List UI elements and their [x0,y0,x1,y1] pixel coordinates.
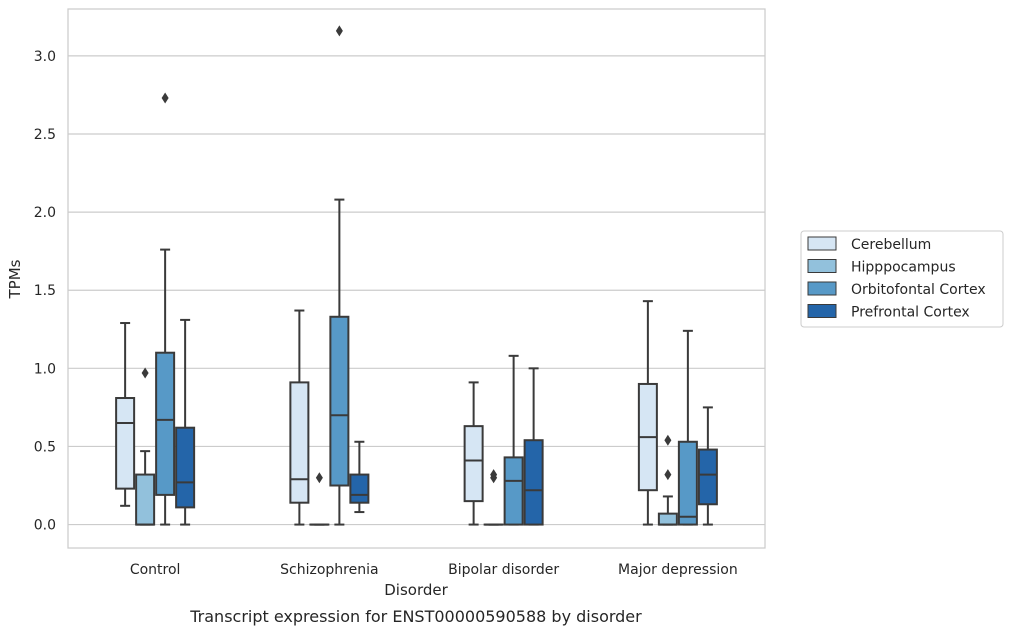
outlier-point [664,469,672,481]
y-tick-label: 0.0 [34,518,56,534]
outlier-point [161,92,169,104]
box-body [329,315,350,487]
box-1-3 [349,440,370,514]
y-axis-ticks: 0.0 0.5 1.0 1.5 2.0 2.5 3.0 [34,49,56,534]
y-tick-label: 3.0 [34,49,56,65]
box-body [463,425,484,503]
y-tick-label: 0.5 [34,439,56,455]
box-body [697,448,718,506]
box-2-0 [463,381,484,526]
legend-label: Prefrontal Cortex [851,305,970,321]
box-body [677,440,698,526]
box-3-0 [637,300,658,526]
x-axis-ticks: Control Schizophrenia Bipolar disorder Majo… [130,562,738,578]
legend-label: Hipppocampus [851,260,956,276]
box-body [503,456,524,526]
figure-caption: Transcript expression for ENST0000059058… [189,607,642,626]
y-tick-label: 1.0 [34,361,56,377]
box-body [115,397,136,490]
x-tick-label: Schizophrenia [280,562,378,578]
box-body [135,473,156,526]
x-tick-label: Major depression [618,562,738,578]
box-0-3 [175,318,196,526]
box-1-1 [309,472,330,526]
box-0-2 [155,92,176,526]
box-3-1 [657,434,678,526]
legend-label: Cerebellum [851,237,931,253]
x-tick-label: Control [130,562,181,578]
legend-frame [800,230,1004,328]
y-tick-label: 2.5 [34,127,56,143]
box-body [155,351,176,496]
x-axis-label: Disorder [384,581,448,599]
box-1-2 [329,25,350,526]
box-0-0 [115,322,136,507]
box-3-2 [677,329,698,526]
box-body [523,439,544,526]
box-0-1 [135,367,156,526]
box-body [175,426,196,509]
legend-swatch [807,304,837,318]
box-body [657,512,678,526]
box-3-3 [697,406,718,526]
box-body [289,381,310,504]
y-tick-label: 1.5 [34,283,56,299]
box-1-0 [289,309,310,526]
x-tick-label: Bipolar disorder [448,562,559,578]
outlier-point [141,367,149,379]
legend-swatch [807,259,837,273]
y-tick-label: 2.0 [34,205,56,221]
box-2-3 [523,367,544,526]
box-body [349,473,370,504]
plot-frame [67,8,766,549]
outlier-point [664,434,672,446]
legend-swatch [807,281,837,296]
outlier-point [315,472,323,484]
legend-swatch [807,236,837,251]
legend-label: Orbitofontal Cortex [851,282,986,298]
boxes-layer [115,25,718,526]
outlier-point [335,25,343,37]
y-axis-label: TPMs [6,259,24,299]
outlier-point [490,469,498,481]
legend: Cerebellum Hipppocampus Orbitofontal Corte… [800,230,1004,328]
box-2-1 [483,469,504,526]
box-2-2 [503,354,524,526]
